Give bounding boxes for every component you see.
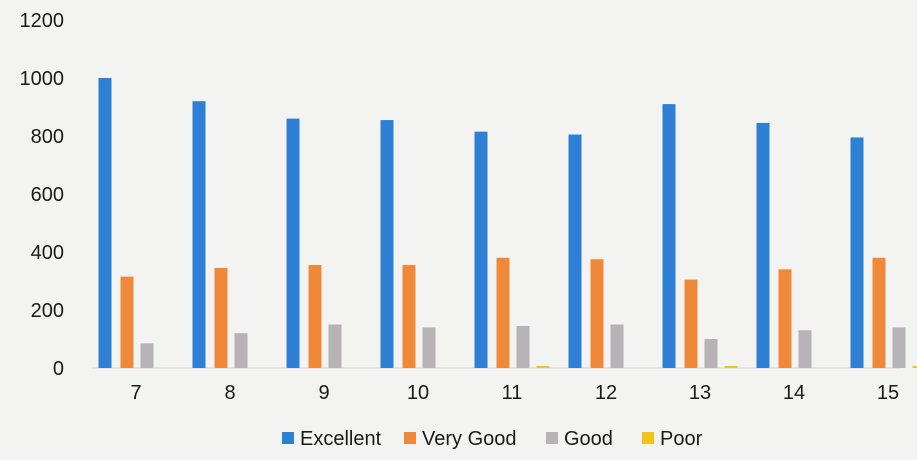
legend-swatch-good	[546, 432, 558, 444]
bar-excellent-9	[286, 118, 300, 368]
bar-very-good-8	[214, 267, 228, 368]
bar-good-13	[704, 339, 718, 368]
bar-excellent-7	[98, 78, 112, 368]
y-tick-label: 800	[31, 126, 64, 148]
bar-very-good-11	[496, 257, 510, 368]
bar-very-good-9	[308, 265, 322, 368]
bar-poor-11	[536, 366, 550, 368]
bar-good-10	[422, 327, 436, 368]
legend-label-very-good: Very Good	[422, 428, 517, 450]
bar-very-good-7	[120, 276, 134, 368]
legend-label-poor: Poor	[660, 428, 703, 450]
x-tick-label: 15	[877, 382, 899, 404]
bar-excellent-14	[756, 122, 770, 368]
x-axis: 7 8 9 10 11 12 13 14 15	[130, 382, 899, 404]
x-tick-label: 8	[224, 382, 235, 404]
x-tick-label: 9	[318, 382, 329, 404]
bar-good-12	[610, 324, 624, 368]
bar-very-good-14	[778, 269, 792, 368]
y-tick-label: 200	[31, 300, 64, 322]
bar-very-good-13	[684, 279, 698, 368]
bar-excellent-8	[192, 101, 206, 368]
x-tick-label: 11	[502, 382, 523, 404]
bar-good-14	[798, 330, 812, 368]
y-tick-label: 400	[31, 242, 64, 264]
legend: Excellent Very Good Good Poor	[282, 428, 703, 450]
bar-poor-13	[724, 366, 738, 368]
bar-excellent-13	[662, 104, 676, 368]
bar-excellent-12	[568, 134, 582, 368]
bar-very-good-12	[590, 259, 604, 368]
bar-very-good-10	[402, 265, 416, 368]
bar-excellent-15	[850, 137, 864, 368]
legend-label-excellent: Excellent	[300, 428, 382, 450]
legend-swatch-poor	[642, 432, 654, 444]
legend-swatch-excellent	[282, 432, 294, 444]
x-tick-label: 12	[595, 382, 617, 404]
bar-good-11	[516, 325, 530, 368]
x-tick-label: 7	[130, 382, 141, 404]
bar-good-9	[328, 324, 342, 368]
bar-excellent-11	[474, 131, 488, 368]
legend-swatch-very-good	[404, 432, 416, 444]
bar-very-good-15	[872, 257, 886, 368]
bar-good-8	[234, 333, 248, 368]
bar-good-7	[140, 343, 154, 368]
legend-label-good: Good	[564, 428, 613, 450]
y-tick-label: 0	[53, 358, 64, 380]
y-tick-label: 1000	[20, 68, 65, 90]
y-tick-label: 1200	[20, 10, 65, 32]
bar-excellent-10	[380, 120, 394, 368]
x-tick-label: 10	[407, 382, 429, 404]
bar-good-15	[892, 327, 906, 368]
bar-poor-15	[912, 366, 917, 368]
x-tick-label: 14	[783, 382, 805, 404]
x-tick-label: 13	[689, 382, 711, 404]
y-tick-label: 600	[31, 184, 64, 206]
bars	[98, 78, 917, 368]
